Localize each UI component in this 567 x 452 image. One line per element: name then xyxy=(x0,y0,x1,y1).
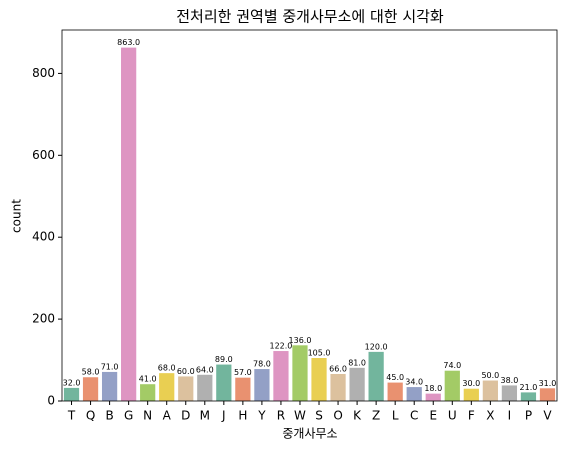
bar xyxy=(101,371,118,401)
x-tick-label: M xyxy=(200,409,210,423)
bar xyxy=(387,382,403,401)
value-label: 18.0 xyxy=(424,384,442,393)
bar xyxy=(406,387,422,401)
bar xyxy=(520,392,537,401)
bar xyxy=(235,377,251,401)
x-tick-label: X xyxy=(486,409,494,423)
plot-frame xyxy=(61,29,558,402)
bar xyxy=(63,387,80,401)
y-tick-label: 600 xyxy=(32,148,55,162)
value-label: 120.0 xyxy=(365,342,388,351)
bar xyxy=(159,373,175,401)
value-label: 31.0 xyxy=(539,379,557,388)
value-label: 34.0 xyxy=(405,378,423,387)
x-tick-label: G xyxy=(124,409,133,423)
value-label: 66.0 xyxy=(329,364,347,373)
x-tick-label: U xyxy=(448,409,457,423)
x-tick-label: L xyxy=(392,409,399,423)
x-tick-label: H xyxy=(238,409,247,423)
value-label: 105.0 xyxy=(308,349,331,358)
value-label: 78.0 xyxy=(253,360,271,369)
x-tick-label: I xyxy=(508,409,512,423)
bar xyxy=(197,374,213,401)
value-label: 50.0 xyxy=(481,371,499,380)
y-tick-label: 200 xyxy=(32,312,55,326)
value-label: 38.0 xyxy=(500,376,518,385)
value-label: 30.0 xyxy=(462,379,480,388)
x-tick-label: D xyxy=(181,409,190,423)
x-tick-label: B xyxy=(105,409,113,423)
y-tick-label: 800 xyxy=(32,66,55,80)
bar xyxy=(482,380,498,401)
bar xyxy=(349,367,365,401)
bar xyxy=(140,384,156,401)
x-tick-label: E xyxy=(429,409,437,423)
value-label: 136.0 xyxy=(289,336,312,345)
bar xyxy=(463,388,479,401)
x-axis-label: 중개사무소 xyxy=(282,427,337,441)
value-label: 58.0 xyxy=(82,368,100,377)
bar xyxy=(216,364,232,401)
x-tick-label: P xyxy=(525,409,532,423)
value-label: 32.0 xyxy=(63,378,81,387)
x-tick-label: K xyxy=(353,409,362,423)
value-label: 21.0 xyxy=(520,383,538,392)
x-tick-label: F xyxy=(468,409,475,423)
bar xyxy=(273,351,289,401)
y-tick-label: 400 xyxy=(32,230,55,244)
bar xyxy=(254,369,270,401)
bar xyxy=(539,388,556,401)
x-tick-label: S xyxy=(315,409,323,423)
bar xyxy=(82,377,99,401)
x-tick-label: C xyxy=(410,409,418,423)
bar xyxy=(368,351,384,401)
x-tick-label: N xyxy=(143,409,152,423)
bar xyxy=(292,345,308,401)
bar xyxy=(425,393,441,401)
value-label: 41.0 xyxy=(139,375,157,384)
value-label: 863.0 xyxy=(117,38,140,47)
bar xyxy=(501,385,518,401)
value-label: 122.0 xyxy=(269,342,292,351)
x-tick-label: A xyxy=(163,409,172,423)
value-label: 89.0 xyxy=(215,355,233,364)
bar xyxy=(178,376,194,401)
x-tick-label: Q xyxy=(86,409,95,423)
x-tick-label: V xyxy=(543,409,552,423)
value-label: 81.0 xyxy=(348,358,366,367)
x-tick-label: Y xyxy=(257,409,266,423)
value-label: 74.0 xyxy=(443,361,461,370)
x-tick-label: R xyxy=(277,409,285,423)
bar xyxy=(330,373,346,401)
x-tick-label: O xyxy=(333,409,342,423)
x-tick-label: Z xyxy=(372,409,380,423)
x-tick-label: T xyxy=(67,409,76,423)
bar xyxy=(311,358,327,401)
value-label: 57.0 xyxy=(234,368,252,377)
value-label: 71.0 xyxy=(101,362,119,371)
y-tick-label: 0 xyxy=(47,394,55,408)
value-label: 64.0 xyxy=(196,365,214,374)
x-tick-label: W xyxy=(294,409,306,423)
value-label: 45.0 xyxy=(386,373,404,382)
value-label: 68.0 xyxy=(158,364,176,373)
bar xyxy=(444,370,460,401)
value-label: 60.0 xyxy=(177,367,195,376)
chart-title: 전처리한 권역별 중개사무소에 대한 시각화 xyxy=(176,8,444,26)
x-tick-label: J xyxy=(221,409,226,423)
bar xyxy=(121,47,137,402)
y-axis-label: count xyxy=(10,199,24,233)
